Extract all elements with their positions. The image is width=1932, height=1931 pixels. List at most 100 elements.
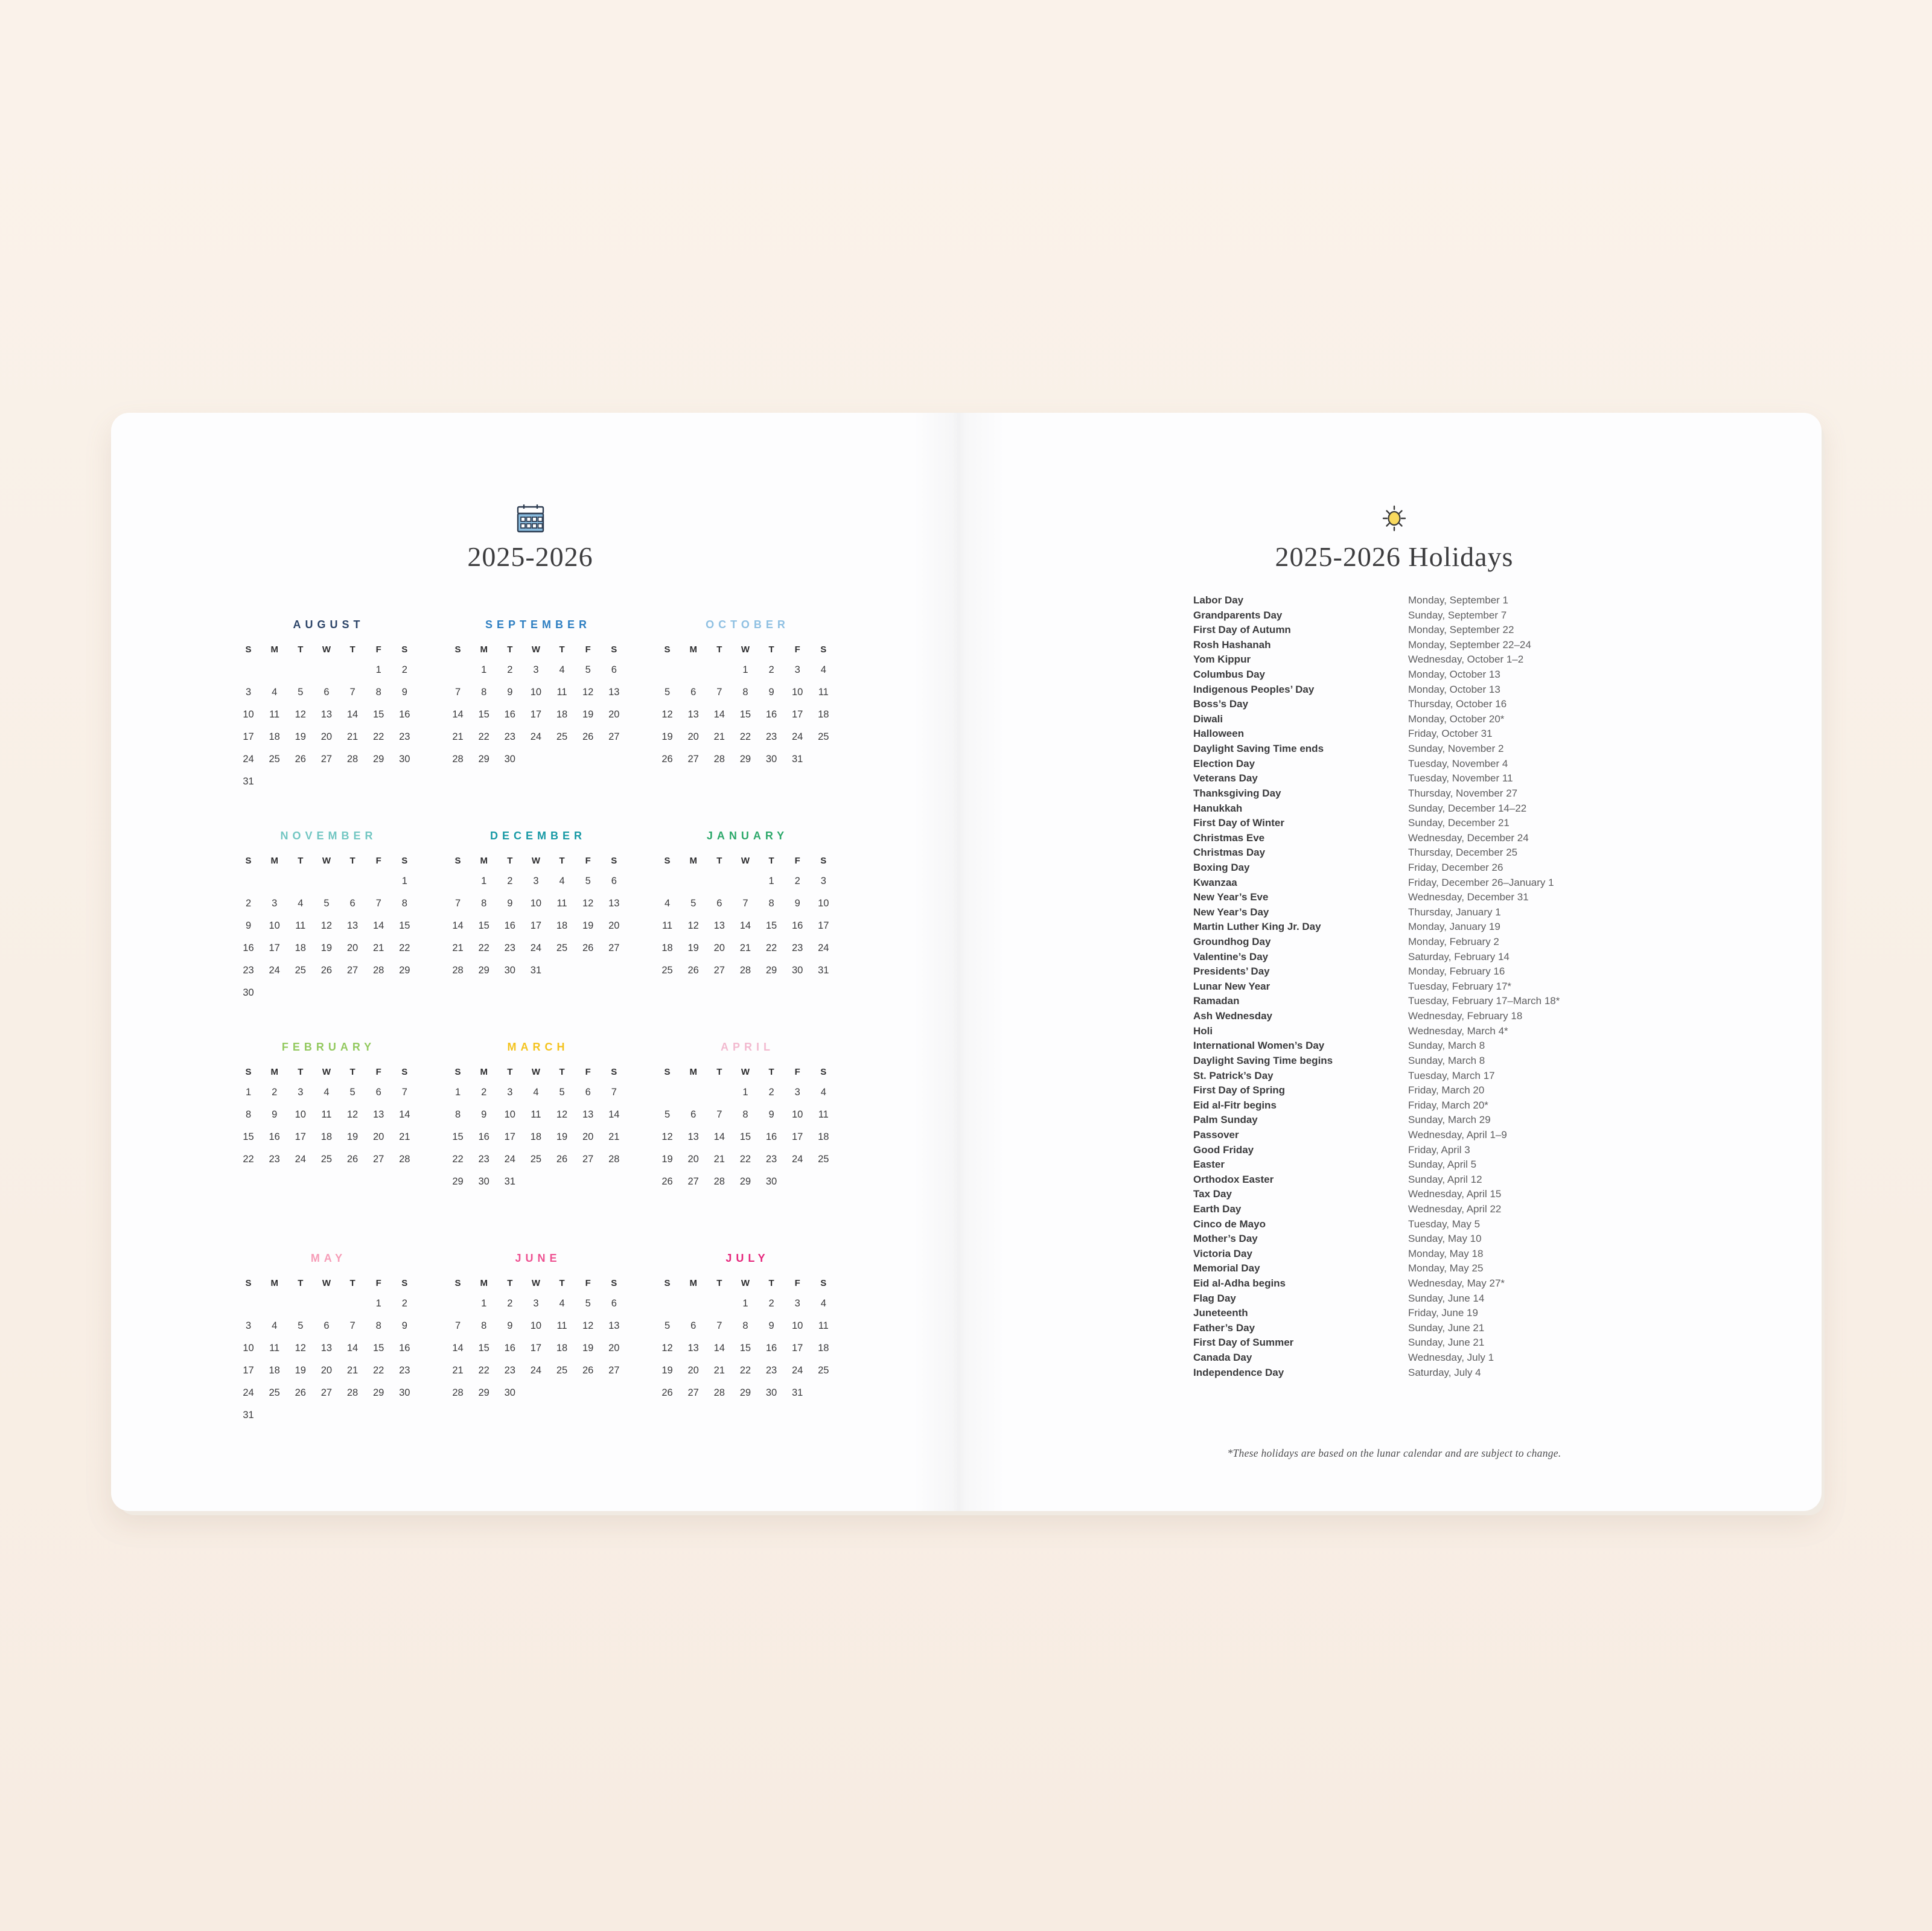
- day-cell: 9: [245, 920, 252, 931]
- day-cell: 3: [533, 1298, 539, 1309]
- holiday-date: Friday, December 26–January 1: [1408, 876, 1554, 888]
- day-cell: 28: [346, 1387, 359, 1398]
- holiday-row: Memorial Day Monday, May 25: [1193, 1261, 1767, 1276]
- day-cell: 9: [401, 1320, 407, 1331]
- planner-spread: 2025-2026 AUGUST S M T W T F S 1 2 3 4 5 6 7 8 9 10 11 12 13…: [111, 413, 1822, 1511]
- day-cell: 30: [765, 1176, 777, 1187]
- day-cell: 16: [504, 1343, 515, 1354]
- day-cell: 8: [375, 687, 381, 698]
- day-cell: 4: [820, 1298, 826, 1309]
- weekday-header: W: [322, 1067, 331, 1077]
- holiday-date: Friday, March 20: [1408, 1084, 1485, 1096]
- day-cell: 1: [481, 664, 487, 675]
- day-cell: 3: [507, 1087, 513, 1098]
- day-cell: 30: [504, 965, 515, 976]
- day-cell: 21: [373, 943, 384, 953]
- day-cell: 8: [454, 1109, 461, 1120]
- weekday-header: T: [716, 1067, 722, 1077]
- weekday-header: T: [298, 856, 304, 866]
- day-cell: 3: [533, 664, 539, 675]
- holiday-date: Sunday, April 12: [1408, 1173, 1482, 1185]
- holiday-date: Monday, October 20*: [1408, 713, 1505, 725]
- holiday-date: Wednesday, February 18: [1408, 1010, 1523, 1022]
- day-cell: 27: [608, 1365, 620, 1376]
- holiday-row: Flag Day Sunday, June 14: [1193, 1291, 1767, 1306]
- holiday-name: Christmas Eve: [1193, 832, 1265, 844]
- day-cell: 28: [739, 965, 751, 976]
- weekday-header: M: [480, 1278, 488, 1288]
- month-title: DECEMBER: [489, 830, 586, 842]
- holiday-date: Tuesday, November 11: [1408, 772, 1513, 784]
- day-cell: 29: [452, 1176, 464, 1187]
- day-cell: 11: [818, 687, 829, 698]
- day-cell: 23: [504, 731, 515, 742]
- day-cell: 5: [298, 1320, 304, 1331]
- holiday-name: First Day of Spring: [1193, 1084, 1286, 1096]
- holiday-date: Sunday, March 8: [1408, 1040, 1485, 1052]
- month-title: AUGUST: [293, 619, 365, 631]
- day-cell: 25: [320, 1154, 333, 1165]
- day-cell: 6: [690, 687, 697, 698]
- day-cell: 31: [818, 965, 829, 976]
- day-cell: 3: [245, 1320, 252, 1331]
- holiday-name: Orthodox Easter: [1193, 1173, 1274, 1185]
- holiday-name: Boss’s Day: [1193, 698, 1249, 710]
- holiday-date: Monday, May 18: [1408, 1247, 1484, 1259]
- holiday-name: Holi: [1193, 1025, 1213, 1037]
- day-cell: 8: [742, 1109, 748, 1120]
- holiday-row: Groundhog Day Monday, February 2: [1193, 935, 1767, 950]
- day-cell: 18: [269, 731, 280, 742]
- day-cell: 8: [742, 687, 748, 698]
- day-cell: 17: [792, 1131, 803, 1142]
- empty-cell: [287, 659, 313, 681]
- day-cell: 10: [295, 1109, 306, 1120]
- weekday-header: F: [585, 1067, 591, 1077]
- month-title: JANUARY: [706, 830, 789, 842]
- day-cell: 28: [713, 1387, 725, 1398]
- day-cell: 8: [768, 898, 774, 909]
- day-cell: 21: [739, 943, 751, 953]
- sun-icon: [967, 503, 1822, 533]
- weekday-header: W: [741, 1278, 750, 1288]
- day-cell: 15: [478, 920, 489, 931]
- day-cell: 22: [243, 1154, 254, 1165]
- month-june: JUNE S M T W T F S 1 2 3 4 5 6 7 8 9 10 11 12 13 14 15 16 17 18 19…: [445, 1250, 627, 1428]
- holiday-date: Wednesday, April 1–9: [1408, 1128, 1507, 1140]
- weekday-header: F: [585, 1278, 591, 1288]
- day-cell: 29: [373, 1387, 384, 1398]
- day-cell: 29: [373, 754, 384, 765]
- day-cell: 17: [530, 709, 542, 720]
- weekday-header: S: [664, 856, 671, 866]
- day-cell: 7: [716, 687, 722, 698]
- holiday-date: Sunday, June 21: [1408, 1322, 1485, 1334]
- holiday-row: Veterans Day Tuesday, November 11: [1193, 771, 1767, 786]
- weekday-header: T: [559, 1278, 565, 1288]
- day-cell: 30: [243, 987, 254, 998]
- page-title: 2025-2026 Holidays: [1275, 541, 1514, 572]
- day-cell: 9: [507, 687, 513, 698]
- day-cell: 21: [713, 731, 725, 742]
- day-cell: 20: [320, 1365, 333, 1376]
- empty-cell: [445, 1293, 471, 1315]
- day-cell: 17: [243, 731, 254, 742]
- day-cell: 31: [243, 1410, 254, 1420]
- day-cell: 30: [765, 754, 777, 765]
- day-cell: 11: [662, 920, 673, 931]
- day-cell: 18: [320, 1131, 333, 1142]
- day-cell: 6: [611, 1298, 617, 1309]
- empty-cell: [445, 870, 471, 892]
- day-cell: 1: [768, 876, 774, 886]
- day-cell: 29: [739, 1176, 751, 1187]
- day-cell: 16: [243, 943, 254, 953]
- holiday-row: Indigenous Peoples’ Day Monday, October 1…: [1193, 682, 1767, 698]
- weekday-header: T: [298, 644, 304, 655]
- holiday-name: Valentine’s Day: [1193, 950, 1269, 962]
- day-cell: 30: [399, 1387, 410, 1398]
- day-cell: 21: [608, 1131, 620, 1142]
- weekday-header: T: [768, 856, 774, 866]
- day-cell: 12: [582, 1320, 594, 1331]
- weekday-header: W: [741, 1067, 750, 1077]
- holiday-name: Passover: [1193, 1128, 1239, 1140]
- holiday-row: Cinco de Mayo Tuesday, May 5: [1193, 1217, 1767, 1232]
- weekday-header: M: [270, 1067, 278, 1077]
